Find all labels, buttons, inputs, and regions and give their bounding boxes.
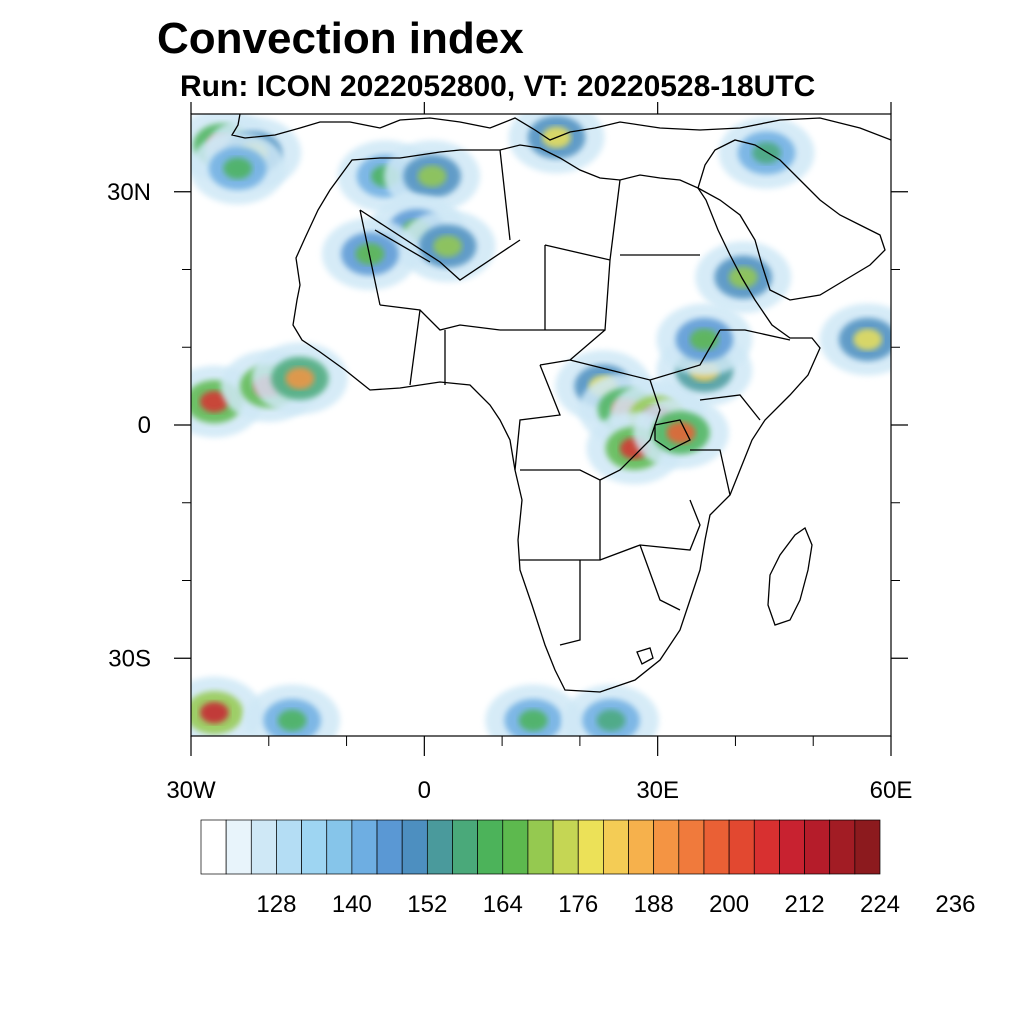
lon-tick-label: 60E <box>870 777 913 804</box>
lon-tick-label: 30E <box>636 777 679 804</box>
convection-cell-20-level-2 <box>853 328 883 351</box>
colorbar-swatch <box>376 819 403 875</box>
lesotho-border <box>636 647 654 665</box>
colorbar-swatch <box>728 819 755 875</box>
colorbar-swatch <box>678 819 705 875</box>
country-borders <box>359 149 791 646</box>
colorbar-swatch <box>250 819 277 875</box>
colorbar: 128 140 152 164 176 188 200 212 224 236 <box>200 819 975 918</box>
colorbar-label: 140 <box>332 891 372 918</box>
colorbar-swatch <box>276 819 302 875</box>
convection-cell-16-level-2 <box>666 421 696 444</box>
convection-field <box>191 114 891 736</box>
convection-cell-21-level-2 <box>199 701 229 724</box>
convection-cell-11-level-2 <box>285 367 315 390</box>
colorbar-label: 236 <box>935 891 975 918</box>
colorbar-swatch <box>426 819 453 875</box>
lat-tick-label: 0 <box>138 412 151 439</box>
colorbar-swatch <box>401 819 428 875</box>
colorbar-swatch <box>577 819 604 875</box>
convection-cell-6-level-2 <box>433 235 463 257</box>
colorbar-swatch <box>779 819 805 875</box>
colorbar-swatch <box>477 819 504 875</box>
convection-cell-23-level-2 <box>518 709 548 732</box>
colorbar-label: 224 <box>860 891 900 918</box>
colorbar-swatch <box>351 819 378 875</box>
colorbar-swatch <box>200 819 227 875</box>
map-axes: 30N 0 30S 30W 0 30E 60E <box>107 102 912 804</box>
colorbar-swatch <box>552 819 579 875</box>
colorbar-swatch <box>753 819 780 875</box>
colorbar-swatch <box>502 819 529 875</box>
convection-cell-22-level-2 <box>277 709 307 732</box>
colorbar-label: 200 <box>709 891 749 918</box>
colorbar-label: 164 <box>483 891 523 918</box>
colorbar-swatch <box>452 819 478 875</box>
colorbar-swatch <box>326 819 353 875</box>
colorbar-swatch <box>628 819 655 875</box>
convection-cell-4-level-2 <box>417 165 447 187</box>
convection-cell-2-level-2 <box>223 157 253 180</box>
coastlines <box>230 114 891 693</box>
plot-frame <box>190 113 892 737</box>
madagascar-coastline <box>767 527 813 626</box>
lat-tick-label: 30S <box>108 645 151 672</box>
colorbar-swatch <box>829 819 856 875</box>
colorbar-swatch <box>703 819 730 875</box>
colorbar-label: 188 <box>634 891 674 918</box>
colorbar-swatch <box>301 819 328 875</box>
convection-cell-9-level-2 <box>199 390 229 413</box>
convection-cell-19-level-2 <box>728 266 758 289</box>
lon-tick-label: 30W <box>166 777 216 804</box>
convection-cell-24-level-2 <box>596 709 626 732</box>
colorbar-swatch <box>225 819 252 875</box>
colorbar-swatch <box>854 819 881 875</box>
chart-title: Convection index <box>157 14 524 63</box>
europe-coastline <box>230 114 891 141</box>
lat-tick-label: 30N <box>107 179 151 206</box>
lake-victoria <box>654 419 691 451</box>
colorbar-swatch <box>527 819 554 875</box>
colorbar-swatch <box>804 819 831 875</box>
chart-subtitle: Run: ICON 2022052800, VT: 20220528-18UTC <box>180 70 816 103</box>
africa-coastline <box>292 144 821 693</box>
colorbar-label: 128 <box>256 891 296 918</box>
colorbar-swatch <box>603 819 629 875</box>
colorbar-label: 176 <box>558 891 598 918</box>
lon-tick-label: 0 <box>418 777 431 804</box>
colorbar-swatch <box>653 819 680 875</box>
colorbar-label: 212 <box>785 891 825 918</box>
colorbar-label: 152 <box>407 891 447 918</box>
arabia-coastline <box>697 139 886 301</box>
